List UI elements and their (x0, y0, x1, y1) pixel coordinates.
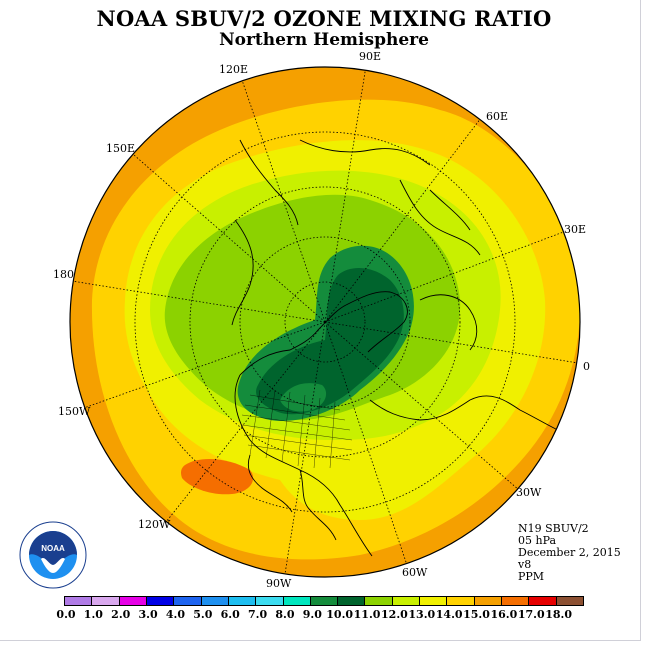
colorbar-tick-label: 6.0 (220, 608, 240, 621)
noaa-logo: NOAA (19, 521, 87, 589)
lon-label-0: 0 (583, 360, 590, 373)
colorbar-swatch (365, 597, 393, 605)
band-10-core (256, 268, 404, 415)
colorbar-swatch (338, 597, 366, 605)
lon-label-120e: 120E (219, 63, 249, 76)
colorbar-swatch (256, 597, 284, 605)
colorbar-swatch (201, 597, 229, 605)
colorbar-swatch (283, 597, 311, 605)
lon-label-120w: 120W (138, 518, 171, 531)
colorbar-swatch (65, 597, 93, 605)
logo-text: NOAA (41, 544, 65, 553)
coastlines (231, 139, 571, 557)
band-15-16 (181, 458, 254, 495)
colorbar-tick-label: 14.0 (435, 608, 463, 621)
colorbar-tick-label: 12.0 (381, 608, 408, 621)
colorbar-ticks: 0.0 1.0 2.0 3.0 4.0 5.0 6.0 7.0 8.0 9.0 10.0 11.0 12… (56, 608, 584, 622)
colorbar-tick-label: 18.0 (545, 608, 573, 621)
colorbar-tick-label: 10.0 (326, 608, 354, 621)
graticule (71, 67, 579, 575)
colorbar-swatch (146, 597, 175, 605)
colorbar-swatch (420, 597, 448, 605)
lon-label-60e: 60E (486, 110, 509, 123)
lon-label-30e: 30E (564, 223, 587, 236)
version-text: v8 (518, 558, 532, 571)
lon-label-180: 180 (53, 268, 74, 281)
colorbar-tick-label: 8.0 (275, 608, 295, 621)
lon-label-90e: 90E (359, 50, 382, 63)
colorbar-swatch (474, 597, 502, 605)
colorbar-swatch (228, 597, 257, 605)
colorbar-swatch (310, 597, 339, 605)
colorbar-swatch (392, 597, 421, 605)
hatch-grid (241, 389, 353, 469)
map-boundary (69, 66, 581, 578)
lon-label-90w: 90W (266, 577, 292, 590)
colorbar-swatch (174, 597, 202, 605)
colorbar-tick-label: 2.0 (111, 608, 131, 621)
map-title: NOAA SBUV/2 OZONE MIXING RATIO (96, 6, 552, 31)
units-text: PPM (518, 570, 545, 583)
colorbar-tick-label: 4.0 (165, 608, 186, 621)
colorbar-tick-label: 7.0 (248, 608, 268, 621)
lon-label-150w: 150W (58, 405, 91, 418)
colorbar-swatch (92, 597, 120, 605)
colorbar-tick-label: 11.0 (353, 608, 381, 621)
colorbar-swatch (447, 597, 475, 605)
colorbar-swatch (556, 597, 583, 605)
colorbar-tick-label: 16.0 (490, 608, 518, 621)
lon-label-150e: 150E (106, 142, 136, 155)
lon-label-30w: 30W (516, 486, 542, 499)
info-block: N19 SBUV/2 05 hPa December 2, 2015 v8 PP… (518, 523, 621, 583)
colorbar-tick-label: 0.0 (56, 608, 76, 621)
map-subtitle: Northern Hemisphere (219, 30, 429, 50)
colorbar-tick-label: 9.0 (302, 608, 322, 621)
date-text: December 2, 2015 (518, 546, 621, 559)
colorbar-tick-label: 13.0 (408, 608, 436, 621)
colorbar-tick-label: 17.0 (517, 608, 545, 621)
colorbar-swatch (119, 597, 147, 605)
band-core-inner (280, 383, 327, 412)
instrument-text: N19 SBUV/2 (518, 522, 589, 535)
figure-frame (0, 0, 641, 641)
lon-label-60w: 60W (402, 566, 428, 579)
colorbar-swatch (502, 597, 530, 605)
colorbar-swatch (529, 597, 557, 605)
colorbar-tick-label: 5.0 (193, 608, 213, 621)
level-text: 05 hPa (518, 534, 557, 547)
colorbar-tick-label: 15.0 (463, 608, 490, 621)
colorbar-tick-label: 1.0 (83, 608, 103, 621)
colorbar (64, 596, 584, 606)
colorbar-tick-label: 3.0 (138, 608, 158, 621)
